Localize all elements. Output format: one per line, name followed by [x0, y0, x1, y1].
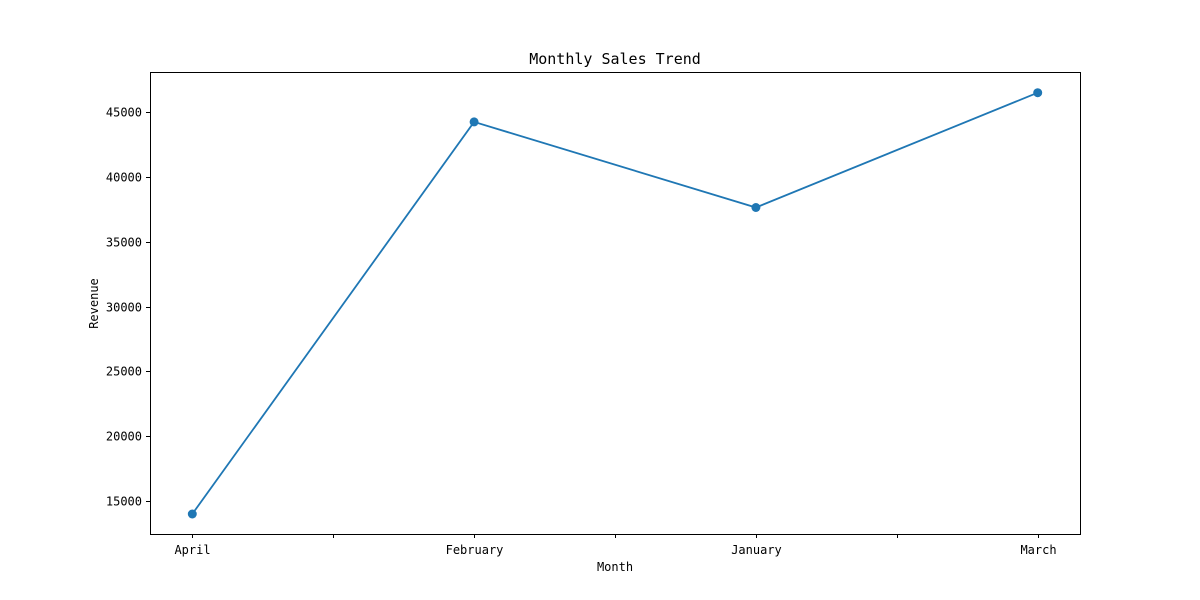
y-axis: 15000 20000 25000 30000 35000 40000 45000 [106, 106, 150, 509]
y-tick-label: 40000 [106, 171, 142, 185]
x-tick-label: January [731, 543, 782, 557]
data-point [751, 203, 761, 212]
x-tick-label: March [1020, 543, 1056, 557]
y-tick-label: 20000 [106, 430, 142, 444]
y-axis-label: Revenue [87, 278, 101, 329]
y-tick-label: 45000 [106, 106, 142, 120]
y-tick-label: 35000 [106, 236, 142, 250]
data-point [469, 117, 479, 127]
x-axis-label: Month [597, 560, 633, 574]
series-line [191, 91, 1039, 515]
plot-frame [150, 72, 1081, 535]
data-point [187, 509, 197, 519]
data-point [1033, 88, 1043, 98]
x-tick-label: February [446, 543, 504, 557]
series-layer [187, 88, 1043, 519]
y-tick-label: 30000 [106, 301, 142, 315]
y-tick-label: 15000 [106, 495, 142, 509]
y-tick-label: 25000 [106, 365, 142, 379]
plot-area [150, 72, 1081, 535]
x-axis: April February January March [174, 534, 1057, 557]
x-tick-label: April [174, 543, 210, 557]
chart-title: Monthly Sales Trend [529, 50, 701, 68]
